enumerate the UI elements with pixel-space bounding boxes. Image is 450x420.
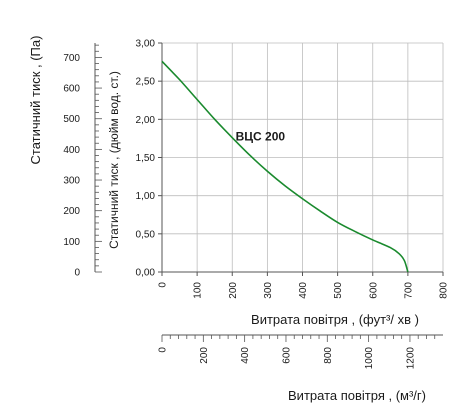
pa-tick-label: 400	[63, 145, 80, 156]
x-tick-label: 300	[263, 282, 274, 299]
y-tick-label: 2,50	[136, 77, 156, 88]
x-tick-label: 400	[298, 282, 309, 299]
y-tick-label: 0,00	[136, 268, 156, 279]
pa-tick-label: 100	[63, 237, 80, 248]
labels-layer: 0 100 200 300 400 500 600 700 800 0,00 0,50 1,00 1,5…	[28, 36, 450, 403]
pa-tick-label: 300	[63, 176, 80, 187]
pa-tick-label: 700	[63, 53, 80, 64]
x-tick-label: 600	[368, 282, 379, 299]
m3h-tick-label: 0	[158, 347, 169, 353]
m3h-tick-label: 600	[281, 347, 292, 364]
y-tick-label: 0,50	[136, 229, 156, 240]
y-axis-title: Статичний тиск , (дюйм вод. ст.)	[107, 71, 121, 249]
y-tick-label: 1,50	[136, 153, 156, 164]
pa-tick-label: 600	[63, 84, 80, 95]
x-tick-label: 200	[228, 282, 239, 299]
series-layer	[161, 60, 409, 273]
m3h-axis-title: Витрата повітря , (м³/г)	[288, 388, 426, 403]
series-line-vcs-200	[161, 60, 409, 273]
series-label-vcs-200: ВЦС 200	[236, 130, 286, 144]
m3h-tick-label: 1200	[405, 347, 416, 370]
pa-tick-label: 200	[63, 206, 80, 217]
y-tick-label: 3,00	[136, 39, 156, 50]
x-tick-label: 0	[158, 282, 169, 288]
y-tick-label: 1,00	[136, 191, 156, 202]
x-tick-label: 800	[439, 282, 450, 299]
x-axis-title: Витрата повітря , (фут³/ хв )	[251, 312, 419, 327]
pa-tick-label: 500	[63, 114, 80, 125]
m3h-tick-label: 200	[199, 347, 210, 364]
x-tick-label: 100	[193, 282, 204, 299]
axes-layer	[94, 42, 444, 342]
m3h-tick-label: 1000	[364, 347, 375, 370]
m3h-tick-label: 400	[240, 347, 251, 364]
m3h-tick-label: 800	[323, 347, 334, 364]
pa-tick-label: 0	[74, 268, 80, 279]
y-tick-label: 2,00	[136, 115, 156, 126]
x-tick-label: 700	[403, 282, 414, 299]
pa-axis-title: Статичний тиск , (Па)	[28, 36, 43, 165]
x-tick-label: 500	[333, 282, 344, 299]
grid-layer	[161, 42, 444, 273]
